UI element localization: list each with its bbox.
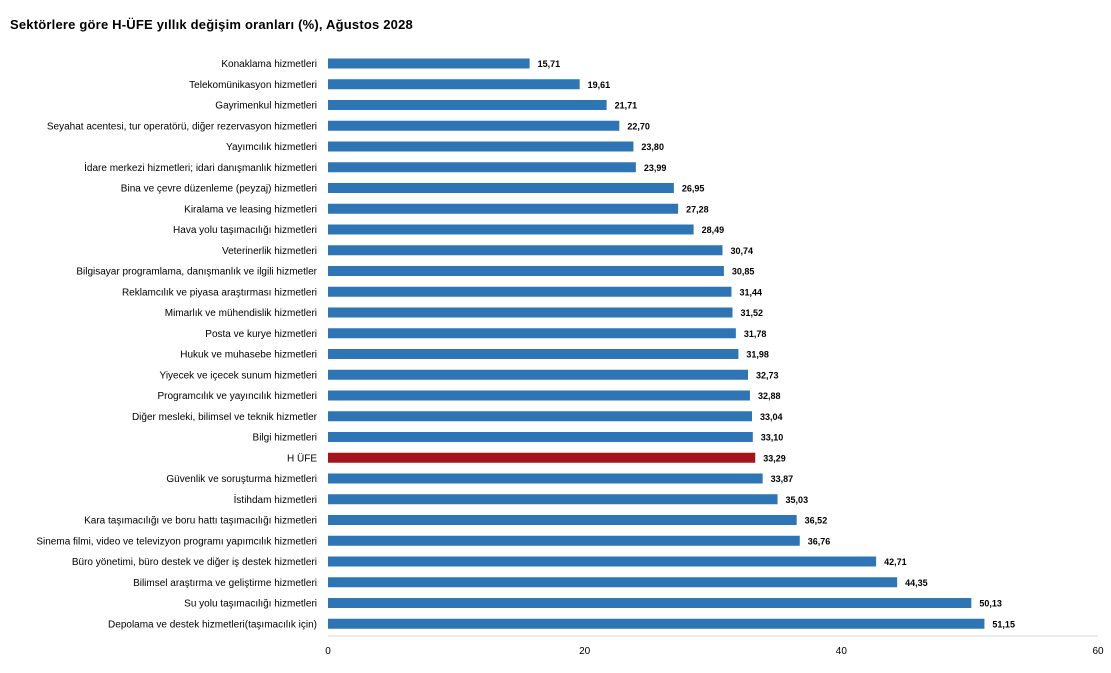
- bar: [328, 224, 694, 235]
- x-tick-label: 40: [836, 646, 848, 657]
- category-label: Hava yolu taşımacılığı hizmetleri: [173, 225, 317, 236]
- bar: [328, 535, 800, 546]
- value-label: 31,98: [746, 350, 769, 360]
- bar: [328, 286, 732, 297]
- bar: [328, 618, 985, 629]
- category-label: Telekomünikasyon hizmetleri: [189, 80, 317, 91]
- bar: [328, 100, 607, 110]
- x-tick-label: 20: [579, 646, 591, 657]
- category-label: Sinema filmi, video ve televizyon progra…: [36, 536, 317, 547]
- category-label: Gayrimenkul hizmetleri: [215, 101, 317, 112]
- category-label: Diğer mesleki, bilimsel ve teknik hizmet…: [132, 412, 318, 423]
- x-tick-label: 60: [1092, 646, 1104, 657]
- value-label: 15,71: [538, 59, 561, 69]
- value-label: 44,35: [905, 578, 928, 588]
- bar: [328, 369, 749, 380]
- value-label: 23,80: [641, 142, 664, 152]
- value-label: 33,87: [771, 474, 794, 484]
- chart-title: Sektörlere göre H-ÜFE yıllık değişim ora…: [10, 17, 413, 32]
- value-label: 28,49: [702, 225, 725, 235]
- bar: [328, 411, 753, 422]
- category-label: Yiyecek ve içecek sunum hizmetleri: [160, 370, 317, 381]
- value-label: 30,85: [732, 267, 755, 277]
- category-label: Kiralama ve leasing hizmetleri: [184, 204, 317, 215]
- bar: [328, 473, 763, 484]
- category-label: Mimarlık ve mühendislik hizmetleri: [165, 308, 317, 319]
- bar: [328, 494, 778, 505]
- bar: [328, 203, 679, 214]
- bar: [328, 432, 753, 442]
- category-label: Su yolu taşımacılığı hizmetleri: [184, 599, 317, 610]
- category-label: Bilgi hizmetleri: [253, 433, 317, 444]
- category-label: Seyahat acentesi, tur operatörü, diğer r…: [47, 121, 317, 132]
- category-label: Konaklama hizmetleri: [221, 59, 317, 70]
- bar: [328, 79, 580, 90]
- category-label: Reklamcılık ve piyasa araştırması hizmet…: [122, 287, 317, 298]
- bar: [328, 162, 636, 173]
- bar: [328, 266, 724, 276]
- value-label: 42,71: [884, 557, 907, 567]
- category-label: Veterinerlik hizmetleri: [222, 246, 317, 257]
- bar: [328, 515, 797, 525]
- value-label: 36,52: [805, 516, 828, 526]
- category-label: Kara taşımacılığı ve boru hattı taşımacı…: [84, 516, 317, 527]
- category-label: Bina ve çevre düzenleme (peyzaj) hizmetl…: [121, 184, 317, 195]
- bar: [328, 58, 530, 69]
- value-label: 21,71: [615, 101, 638, 111]
- bar: [328, 598, 972, 608]
- value-label: 31,44: [739, 287, 762, 297]
- bar: [328, 577, 898, 588]
- value-label: 33,04: [760, 412, 783, 422]
- bar: [328, 307, 733, 318]
- bar: [328, 245, 723, 256]
- value-label: 19,61: [588, 80, 611, 90]
- x-tick-label: 0: [325, 646, 331, 657]
- value-label: 31,52: [741, 308, 764, 318]
- value-label: 36,76: [808, 536, 831, 546]
- bar: [328, 120, 620, 131]
- value-label: 33,29: [763, 453, 786, 463]
- value-label: 22,70: [627, 121, 650, 131]
- category-label: Bilgisayar programlama, danışmanlık ve i…: [76, 267, 317, 278]
- value-label: 31,78: [744, 329, 767, 339]
- value-label: 32,73: [756, 370, 779, 380]
- value-label: 35,03: [786, 495, 809, 505]
- category-label: Yayımcılık hizmetleri: [226, 142, 317, 153]
- value-label: 32,88: [758, 391, 781, 401]
- bar: [328, 328, 736, 339]
- value-label: 30,74: [730, 246, 753, 256]
- value-label: 23,99: [644, 163, 667, 173]
- bar-highlight: [328, 452, 756, 463]
- category-label: Hukuk ve muhasebe hizmetleri: [180, 350, 317, 361]
- category-label: Programcılık ve yayıncılık hizmetleri: [158, 391, 318, 402]
- category-label: Güvenlik ve soruşturma hizmetleri: [166, 474, 317, 485]
- bar: [328, 349, 739, 359]
- value-label: 50,13: [979, 599, 1002, 609]
- category-label: İdare merkezi hizmetleri; idari danışman…: [84, 161, 317, 174]
- category-label: Büro yönetimi, büro destek ve diğer iş d…: [72, 557, 317, 568]
- value-label: 27,28: [686, 204, 709, 214]
- category-label: Posta ve kurye hizmetleri: [205, 329, 317, 340]
- bar: [328, 556, 877, 567]
- value-label: 26,95: [682, 184, 705, 194]
- category-label: Bilimsel araştırma ve geliştirme hizmetl…: [133, 578, 317, 589]
- bar: [328, 141, 634, 152]
- category-label: İstihdam hizmetleri: [234, 493, 317, 506]
- category-label: Depolama ve destek hizmetleri(taşımacılı…: [108, 619, 317, 630]
- category-label: H ÜFE: [287, 452, 317, 464]
- value-label: 51,15: [992, 619, 1015, 629]
- bar: [328, 390, 750, 401]
- bar: [328, 183, 674, 193]
- value-label: 33,10: [761, 433, 784, 443]
